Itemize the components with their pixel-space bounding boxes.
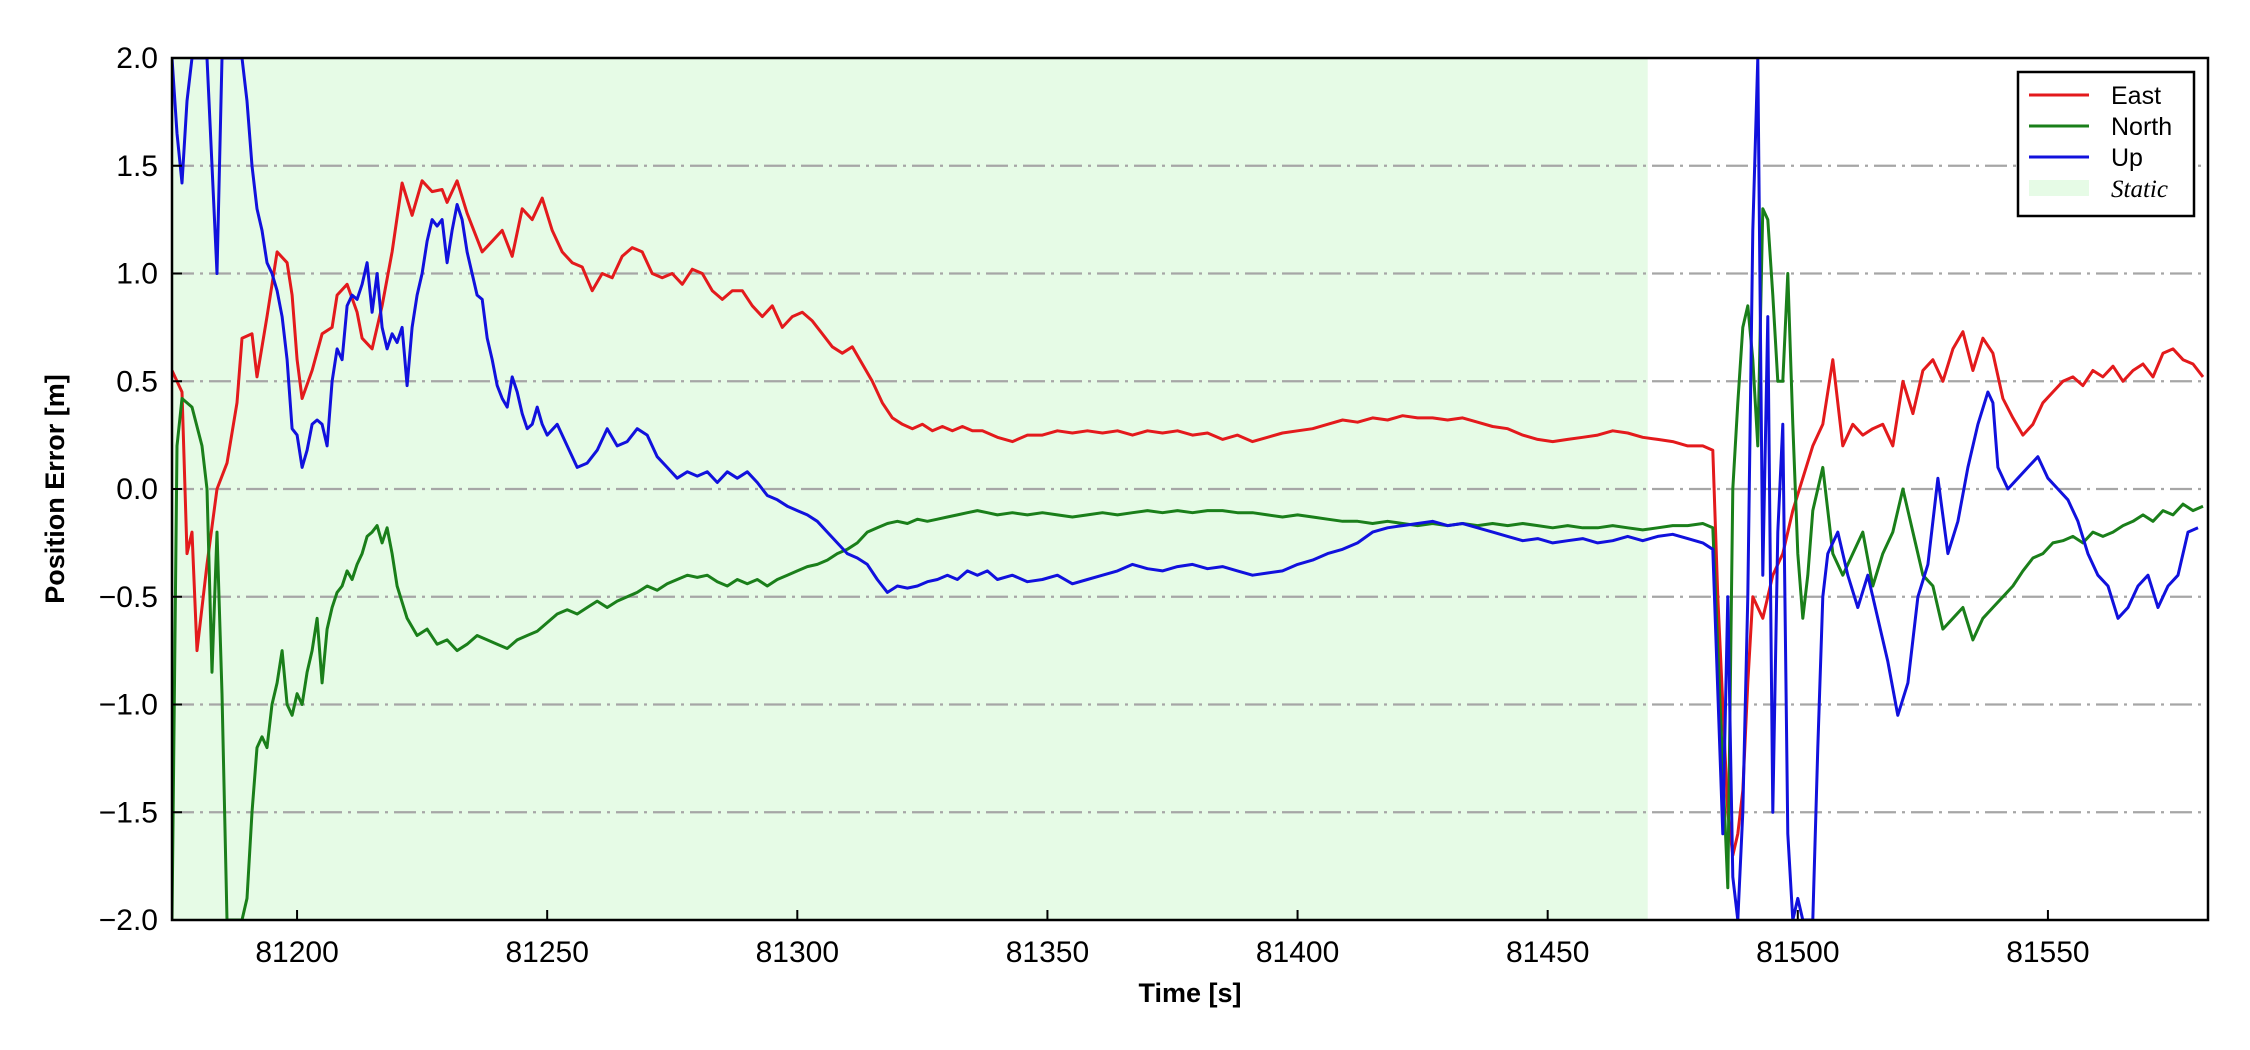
y-tick-label: −1.5 (99, 796, 158, 829)
y-tick-label: 0.0 (116, 473, 158, 506)
y-tick-label: 1.5 (116, 150, 158, 183)
y-tick-label: 1.0 (116, 258, 158, 291)
legend-label-static: Static (2111, 176, 2168, 203)
x-tick-label: 81400 (1256, 936, 1339, 969)
legend: East North Up Static (2016, 70, 2196, 218)
series-line-north (172, 207, 2204, 920)
x-tick-label: 81350 (1006, 936, 1089, 969)
y-tick-label: 2.0 (116, 42, 158, 75)
legend-swatch-static (2029, 180, 2089, 196)
x-tick-label: 81450 (1506, 936, 1589, 969)
series-line-east (172, 179, 2205, 857)
series-line-up (172, 58, 2199, 920)
legend-label-east: East (2111, 82, 2161, 110)
y-tick-label: −2.0 (99, 904, 158, 937)
x-tick-label: 81300 (756, 936, 839, 969)
y-tick-label: −0.5 (99, 581, 158, 614)
x-tick-label: 81500 (1756, 936, 1839, 969)
x-tick-label: 81250 (505, 936, 588, 969)
legend-label-north: North (2111, 113, 2172, 141)
x-axis-title: Time [s] (1138, 978, 1241, 1008)
x-tick-label: 81200 (255, 936, 338, 969)
y-axis-title: Position Error [m] (40, 374, 70, 604)
grid-lines (172, 164, 2208, 814)
static-region-shading (172, 58, 1648, 920)
y-tick-label: −1.0 (99, 689, 158, 722)
x-tick-label: 81550 (2006, 936, 2089, 969)
series-lines (172, 58, 2205, 920)
axis-ticks: 81200 81250 81300 81350 81400 81450 81500 81550… (99, 42, 2090, 969)
y-tick-label: 0.5 (116, 365, 158, 398)
legend-label-up: Up (2111, 144, 2143, 172)
